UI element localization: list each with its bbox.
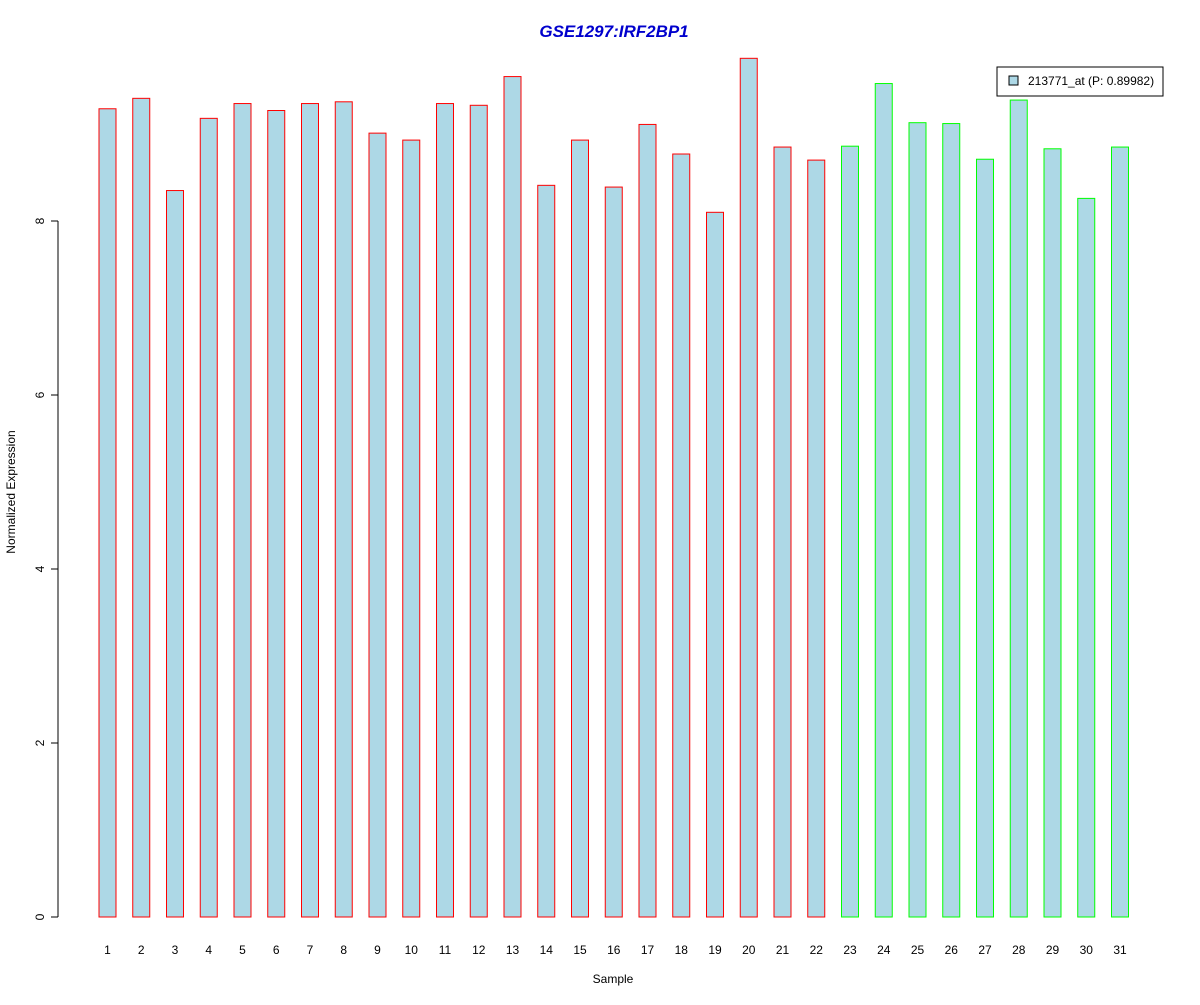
x-tick-label: 6 <box>273 943 280 957</box>
x-tick-label: 8 <box>340 943 347 957</box>
bar-26 <box>942 123 961 918</box>
y-tick-label: 4 <box>33 565 47 572</box>
x-tick-label: 26 <box>945 943 959 957</box>
y-tick-label: 8 <box>33 217 47 224</box>
legend: 213771_at (P: 0.89982) <box>996 66 1164 97</box>
x-tick-label: 30 <box>1080 943 1094 957</box>
y-axis-label: Normalized Expression <box>4 430 18 553</box>
bar-16 <box>604 186 623 918</box>
bar-15 <box>571 139 589 918</box>
bar-5 <box>233 103 252 918</box>
bar-7 <box>301 103 319 918</box>
x-tick-label: 20 <box>742 943 756 957</box>
bar-4 <box>199 117 218 918</box>
y-tick-label: 6 <box>33 391 47 398</box>
bar-30 <box>1077 197 1096 918</box>
x-axis-label: Sample <box>593 972 634 986</box>
x-tick-label: 31 <box>1113 943 1127 957</box>
bar-27 <box>976 158 994 918</box>
y-tick-label: 0 <box>33 913 47 920</box>
x-tick-label: 2 <box>138 943 145 957</box>
x-tick-label: 12 <box>472 943 486 957</box>
bar-9 <box>368 132 387 918</box>
x-tick-labels: 1 2 3 4 5 6 7 8 9 10 11 12 13 14 15 16 17 18 19 20 21 22 23 24 2… <box>104 943 1127 957</box>
bar-20 <box>739 57 758 918</box>
x-tick-label: 27 <box>978 943 992 957</box>
x-tick-label: 24 <box>877 943 891 957</box>
x-tick-label: 17 <box>641 943 655 957</box>
bar-13 <box>503 76 522 918</box>
bar-21 <box>773 146 792 918</box>
bars <box>98 57 1129 918</box>
x-tick-label: 5 <box>239 943 246 957</box>
bar-25 <box>908 122 927 918</box>
x-tick-label: 16 <box>607 943 621 957</box>
x-tick-label: 7 <box>307 943 314 957</box>
x-tick-label: 11 <box>439 943 452 957</box>
x-tick-label: 29 <box>1046 943 1060 957</box>
bar-14 <box>537 184 556 918</box>
x-tick-label: 3 <box>172 943 179 957</box>
bar-1 <box>98 108 117 918</box>
x-tick-label: 22 <box>810 943 824 957</box>
bar-17 <box>638 123 657 918</box>
x-tick-label: 15 <box>573 943 587 957</box>
y-axis: 0 2 4 6 8 <box>33 217 59 920</box>
x-tick-label: 14 <box>540 943 554 957</box>
x-tick-label: 18 <box>675 943 689 957</box>
bar-23 <box>841 145 859 918</box>
bar-31 <box>1111 146 1129 918</box>
bar-19 <box>706 211 724 918</box>
bar-8 <box>334 101 353 918</box>
bar-29 <box>1043 148 1062 918</box>
bar-2 <box>132 97 151 918</box>
x-tick-label: 23 <box>843 943 857 957</box>
bar-24 <box>874 83 893 918</box>
x-tick-label: 9 <box>374 943 381 957</box>
x-tick-label: 28 <box>1012 943 1026 957</box>
legend-label: 213771_at (P: 0.89982) <box>1028 74 1154 88</box>
bar-12 <box>469 104 488 918</box>
x-tick-label: 1 <box>104 943 111 957</box>
legend-swatch <box>1008 75 1019 86</box>
bar-11 <box>436 103 454 918</box>
bar-3 <box>166 190 184 918</box>
x-tick-label: 25 <box>911 943 925 957</box>
x-tick-label: 21 <box>776 943 790 957</box>
bar-6 <box>267 110 286 918</box>
x-tick-label: 10 <box>405 943 419 957</box>
y-tick-label: 2 <box>33 739 47 746</box>
bar-10 <box>402 139 421 918</box>
bar-22 <box>807 159 826 918</box>
x-tick-label: 4 <box>205 943 212 957</box>
x-tick-label: 19 <box>708 943 722 957</box>
x-tick-label: 13 <box>506 943 520 957</box>
bar-18 <box>672 153 691 918</box>
chart-title: GSE1297:IRF2BP1 <box>539 22 688 41</box>
legend-box <box>996 66 1164 97</box>
bar-28 <box>1009 99 1028 918</box>
